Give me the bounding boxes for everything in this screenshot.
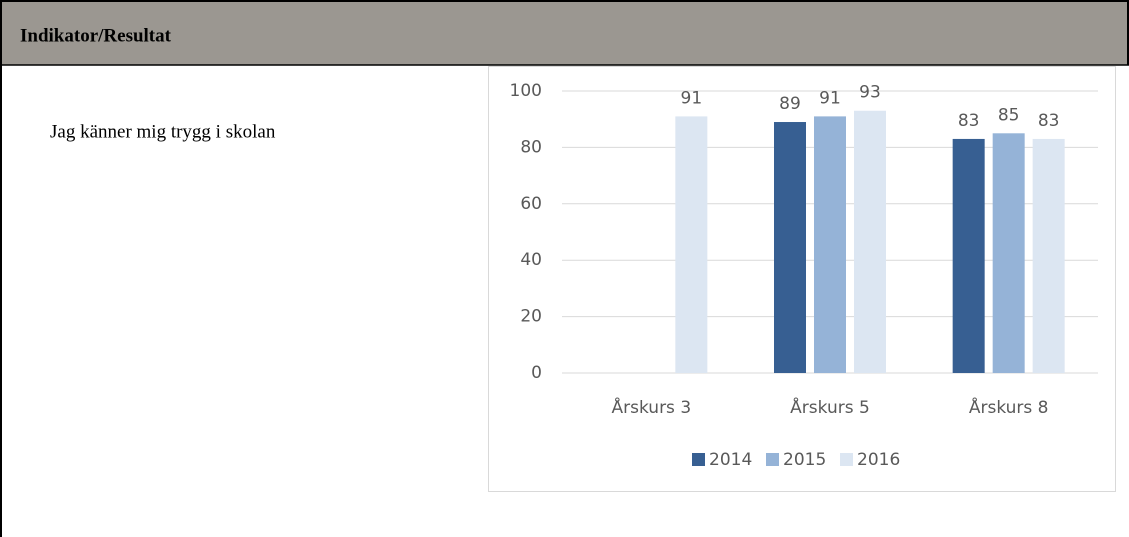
bar	[1032, 138, 1065, 373]
legend-swatch	[840, 453, 853, 466]
legend-label: 2016	[857, 450, 900, 470]
bar	[992, 133, 1025, 373]
data-label: 83	[958, 111, 980, 131]
legend-swatch	[692, 453, 705, 466]
legend-label: 2015	[783, 450, 826, 470]
legend-swatch	[766, 453, 779, 466]
legend-label: 2014	[709, 450, 752, 470]
header-band	[0, 0, 1129, 65]
x-tick-label: Årskurs 3	[612, 396, 692, 418]
bar	[814, 116, 846, 373]
data-label: 91	[681, 88, 703, 108]
bar	[774, 122, 806, 374]
data-label: 93	[859, 83, 881, 103]
row-label: Jag känner mig trygg i skolan	[50, 121, 276, 142]
y-tick-label: 40	[520, 250, 542, 270]
x-tick-label: Årskurs 8	[969, 396, 1049, 418]
data-label: 85	[998, 105, 1020, 125]
data-label: 89	[779, 94, 801, 114]
header-title: Indikator/Resultat	[20, 25, 172, 46]
bar	[854, 110, 886, 374]
y-tick-label: 20	[520, 307, 542, 327]
data-label: 91	[819, 88, 841, 108]
y-tick-label: 60	[520, 194, 542, 214]
bar	[952, 138, 985, 373]
y-tick-label: 80	[520, 137, 542, 157]
x-tick-label: Årskurs 5	[790, 396, 870, 418]
bar	[675, 116, 708, 373]
y-tick-label: 100	[510, 81, 542, 101]
data-label: 83	[1038, 111, 1060, 131]
y-tick-label: 0	[531, 363, 542, 383]
